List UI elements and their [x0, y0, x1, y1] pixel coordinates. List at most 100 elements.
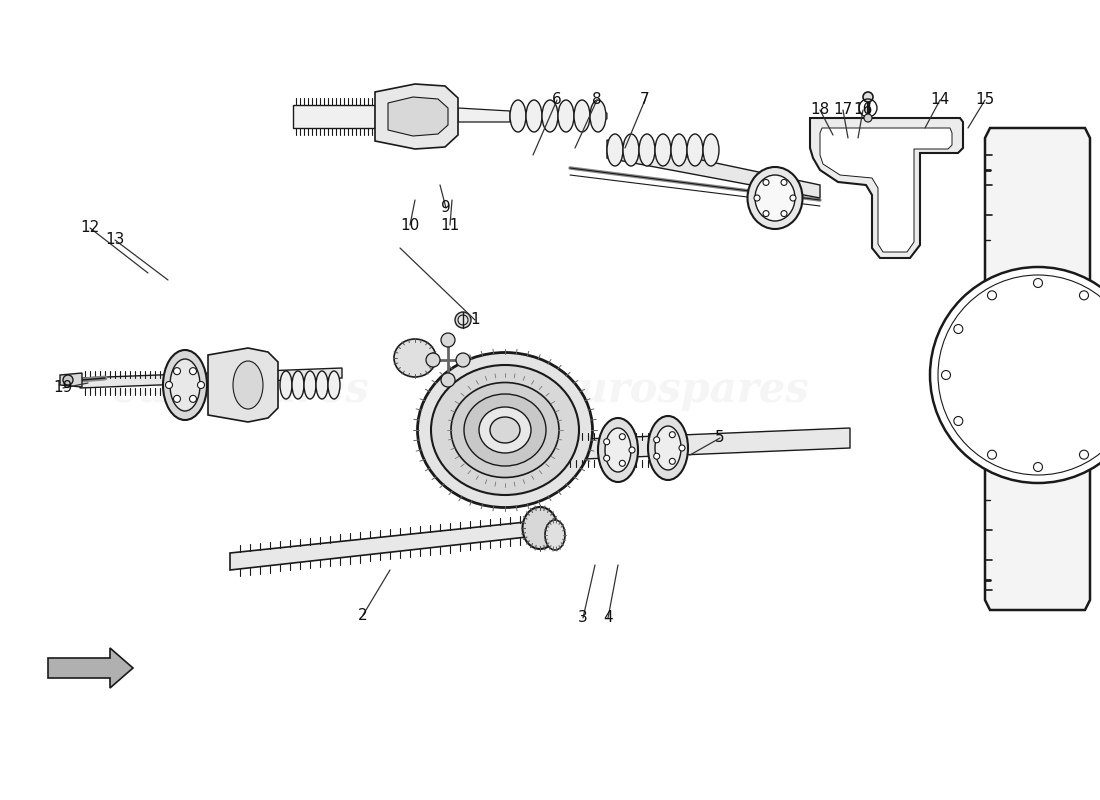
Ellipse shape: [790, 195, 796, 201]
Ellipse shape: [607, 134, 623, 166]
Ellipse shape: [165, 382, 173, 389]
Ellipse shape: [431, 365, 579, 495]
Ellipse shape: [292, 371, 304, 399]
Ellipse shape: [988, 450, 997, 459]
Ellipse shape: [864, 114, 872, 122]
Ellipse shape: [930, 267, 1100, 483]
Text: 2: 2: [359, 607, 367, 622]
Ellipse shape: [619, 460, 625, 466]
Ellipse shape: [426, 353, 440, 367]
Ellipse shape: [304, 371, 316, 399]
Polygon shape: [984, 128, 1090, 610]
Ellipse shape: [653, 454, 660, 459]
Text: 14: 14: [931, 93, 949, 107]
Ellipse shape: [763, 179, 769, 186]
Ellipse shape: [669, 458, 675, 464]
Ellipse shape: [316, 371, 328, 399]
Ellipse shape: [490, 417, 520, 443]
Ellipse shape: [703, 134, 719, 166]
Ellipse shape: [441, 333, 455, 347]
Polygon shape: [230, 520, 544, 570]
Ellipse shape: [163, 350, 207, 420]
Ellipse shape: [942, 370, 950, 379]
Text: 18: 18: [811, 102, 829, 118]
Polygon shape: [820, 128, 952, 252]
Ellipse shape: [754, 195, 760, 201]
Ellipse shape: [558, 100, 574, 132]
Text: 1: 1: [470, 313, 480, 327]
Text: 5: 5: [715, 430, 725, 446]
Polygon shape: [293, 105, 375, 128]
Ellipse shape: [623, 134, 639, 166]
Ellipse shape: [763, 210, 769, 217]
Ellipse shape: [755, 175, 795, 221]
Ellipse shape: [526, 100, 542, 132]
Ellipse shape: [619, 434, 625, 440]
Ellipse shape: [198, 382, 205, 389]
Ellipse shape: [464, 394, 546, 466]
Text: 10: 10: [400, 218, 419, 233]
Ellipse shape: [510, 100, 526, 132]
Ellipse shape: [451, 382, 559, 478]
Ellipse shape: [604, 455, 609, 462]
Polygon shape: [512, 111, 607, 119]
Ellipse shape: [954, 325, 962, 334]
Ellipse shape: [458, 315, 468, 325]
Ellipse shape: [522, 507, 558, 549]
Polygon shape: [388, 97, 448, 136]
Text: 7: 7: [640, 93, 650, 107]
Ellipse shape: [639, 134, 654, 166]
Ellipse shape: [418, 353, 593, 507]
Polygon shape: [560, 428, 850, 460]
Ellipse shape: [781, 210, 786, 217]
Ellipse shape: [679, 445, 685, 451]
Ellipse shape: [864, 92, 873, 102]
Ellipse shape: [669, 432, 675, 438]
Text: 13: 13: [106, 233, 124, 247]
Polygon shape: [208, 348, 278, 422]
Ellipse shape: [654, 134, 671, 166]
Ellipse shape: [189, 395, 197, 402]
Ellipse shape: [1034, 278, 1043, 287]
Ellipse shape: [605, 428, 631, 472]
Ellipse shape: [1079, 450, 1089, 459]
Ellipse shape: [455, 312, 471, 328]
Ellipse shape: [598, 418, 638, 482]
Ellipse shape: [542, 100, 558, 132]
Ellipse shape: [233, 361, 263, 409]
Text: 16: 16: [854, 102, 872, 118]
Text: 3: 3: [579, 610, 587, 626]
Ellipse shape: [174, 368, 180, 374]
Text: 15: 15: [976, 93, 994, 107]
Ellipse shape: [688, 134, 703, 166]
Ellipse shape: [456, 353, 470, 367]
Text: 12: 12: [80, 221, 100, 235]
Text: eurospares: eurospares: [111, 369, 369, 411]
Text: 9: 9: [441, 201, 451, 215]
Ellipse shape: [189, 368, 197, 374]
Ellipse shape: [280, 371, 292, 399]
Ellipse shape: [170, 359, 200, 411]
Ellipse shape: [954, 417, 962, 426]
Polygon shape: [375, 84, 458, 149]
Text: 6: 6: [552, 93, 562, 107]
Ellipse shape: [654, 426, 681, 470]
Text: 19: 19: [53, 381, 73, 395]
Ellipse shape: [671, 134, 688, 166]
Ellipse shape: [328, 371, 340, 399]
Ellipse shape: [748, 167, 803, 229]
Polygon shape: [80, 368, 342, 388]
Ellipse shape: [653, 437, 660, 442]
Ellipse shape: [1079, 291, 1089, 300]
Text: 4: 4: [603, 610, 613, 626]
Ellipse shape: [988, 291, 997, 300]
Ellipse shape: [781, 179, 786, 186]
Polygon shape: [810, 118, 962, 258]
Polygon shape: [60, 373, 82, 387]
Text: 11: 11: [440, 218, 460, 233]
Ellipse shape: [1034, 462, 1043, 471]
Text: eurospares: eurospares: [551, 369, 808, 411]
Ellipse shape: [629, 447, 635, 453]
Ellipse shape: [604, 438, 609, 445]
Ellipse shape: [441, 373, 455, 387]
